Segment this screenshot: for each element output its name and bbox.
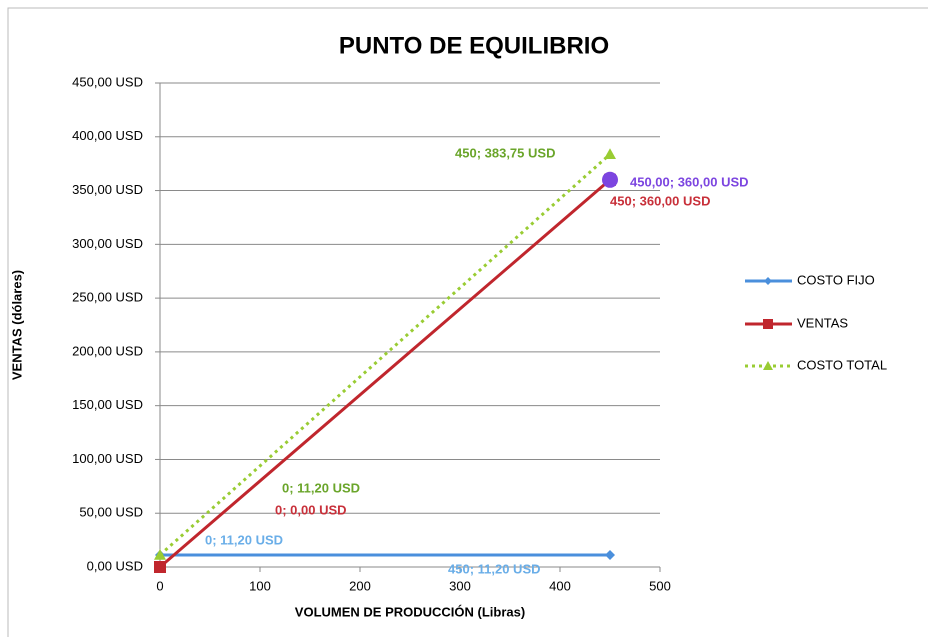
chart-frame [7,7,928,642]
y-tick-label: 50,00 USD [79,505,143,520]
y-tick-label: 250,00 USD [72,290,143,305]
y-tick-label: 350,00 USD [72,182,143,197]
y-axis-label: VENTAS (dólares) [9,270,24,380]
x-tick-label: 500 [649,578,671,593]
break-even-label: 450,00; 360,00 USD [630,174,749,189]
legend-label: VENTAS [797,315,848,330]
marker [604,148,616,160]
y-tick-label: 300,00 USD [72,236,143,251]
y-tick-label: 450,00 USD [72,74,143,89]
x-axis-label: VOLUMEN DE PRODUCCIÓN (Libras) [295,604,525,619]
y-tick-label: 150,00 USD [72,397,143,412]
marker [763,319,773,329]
legend-label: COSTO FIJO [797,272,875,287]
data-label: 0; 11,20 USD [282,480,360,495]
marker [154,548,166,560]
y-tick-label: 400,00 USD [72,128,143,143]
y-tick-label: 100,00 USD [72,451,143,466]
marker [764,277,772,285]
x-tick-label: 400 [549,578,571,593]
data-label: 0; 0,00 USD [275,502,347,517]
data-label: 450; 360,00 USD [610,193,710,208]
y-tick-label: 200,00 USD [72,343,143,358]
legend-label: COSTO TOTAL [797,357,887,372]
data-label: 450; 383,75 USD [455,145,555,160]
y-tick-label: 0,00 USD [87,558,143,573]
x-tick-label: 300 [449,578,471,593]
break-even-point [602,171,618,188]
x-tick-label: 200 [349,578,371,593]
series-line [159,178,611,569]
marker [154,561,166,573]
x-tick-label: 100 [249,578,271,593]
data-label: 0; 11,20 USD [205,532,283,547]
series-line [159,153,611,557]
marker [605,549,615,560]
chart-title: PUNTO DE EQUILIBRIO [339,32,609,59]
x-tick-label: 0 [156,578,163,593]
data-label: 450; 11,20 USD [448,561,541,576]
marker [763,361,773,370]
